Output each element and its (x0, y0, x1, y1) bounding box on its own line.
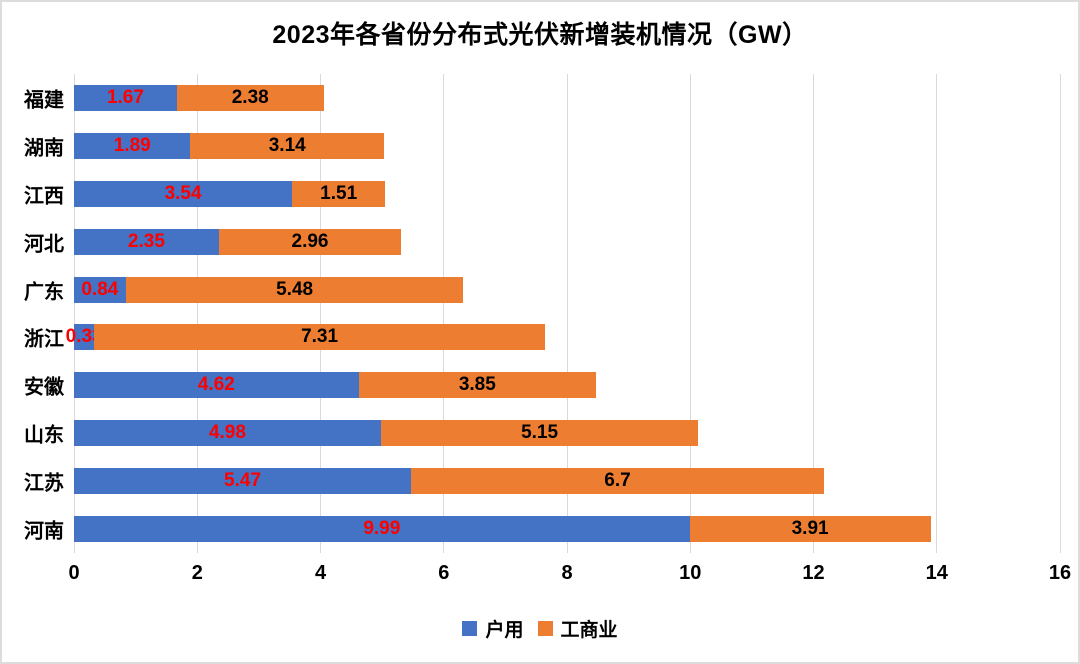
x-tick-label: 14 (925, 562, 948, 584)
bar-value-label: 1.67 (106, 86, 144, 108)
gridline (443, 74, 445, 553)
category-label: 安徽 (24, 376, 64, 399)
bar-row: 9.99 3.91 (74, 516, 931, 543)
bar-segment-commercial: 2.96 (218, 228, 402, 255)
x-tick-label: 2 (191, 562, 203, 584)
gridline (1059, 74, 1061, 553)
bar-segment-commercial: 5.48 (125, 276, 464, 303)
gridline (320, 74, 321, 553)
bar-value-label: 2.96 (291, 230, 329, 252)
legend-item-residential: 户用 (462, 615, 524, 642)
bar-segment-residential: 9.99 (74, 516, 690, 543)
category-label: 河南 (24, 520, 64, 543)
bar-value-label: 6.7 (604, 470, 631, 492)
bar-segment-residential: 4.98 (74, 420, 381, 447)
bar-row: 0.84 5.48 (74, 276, 464, 303)
bar-value-label: 1.51 (320, 182, 358, 204)
bar-value-label: 4.98 (208, 422, 246, 444)
bar-segment-commercial: 6.7 (411, 468, 824, 495)
bar-value-label: 0.33 (65, 326, 103, 348)
category-label: 江西 (24, 185, 64, 208)
x-tick-label: 6 (438, 562, 450, 584)
bar-segment-commercial: 7.31 (94, 324, 545, 351)
bar-row: 1.67 2.38 (74, 84, 324, 111)
category-label: 广东 (24, 281, 64, 304)
legend-item-commercial: 工商业 (537, 615, 618, 642)
bar-value-label: 3.85 (458, 374, 496, 396)
bar-value-label: 3.54 (164, 182, 202, 204)
bar-value-label: 1.89 (113, 134, 151, 156)
bar-segment-commercial: 3.14 (190, 132, 384, 159)
chart-title: 2023年各省份分布式光伏新增装机情况（GW） (272, 21, 808, 49)
category-label: 湖南 (24, 137, 64, 160)
bar-segment-residential: 1.89 (74, 132, 191, 159)
bar-value-label: 4.62 (197, 374, 235, 396)
bar-row: 4.62 3.85 (74, 372, 596, 399)
bar-value-label: 5.47 (224, 470, 262, 492)
residential-swatch-icon (462, 621, 478, 636)
bar-value-label: 2.38 (231, 86, 269, 108)
gridline (566, 74, 568, 553)
bar-segment-commercial: 1.51 (292, 180, 386, 207)
y-axis-labels: 福建湖南江西河北广东浙江安徽山东江苏河南 (2, 74, 64, 553)
gridline (689, 74, 691, 553)
bar-value-label: 5.48 (276, 278, 314, 300)
plot-area: 1.67 2.38 1.89 3.14 3.54 1.51 2.35 2.96 0.84 5.48… (66, 74, 1061, 553)
category-label: 河北 (24, 233, 64, 256)
bar-segment-commercial: 5.15 (380, 420, 699, 447)
bar-segment-residential: 3.54 (74, 180, 293, 207)
bar-value-label: 2.35 (127, 230, 165, 252)
gridline (73, 74, 75, 553)
bar-row: 1.89 3.14 (74, 132, 384, 159)
legend-label-commercial: 工商业 (560, 620, 618, 641)
gridline (936, 74, 938, 553)
category-label: 山东 (24, 424, 64, 447)
bar-segment-commercial: 2.38 (176, 84, 324, 111)
bar-value-label: 3.14 (268, 134, 306, 156)
category-label: 福建 (24, 89, 64, 112)
x-tick-label: 12 (802, 562, 825, 584)
x-tick-label: 8 (561, 562, 573, 584)
x-axis-ticks: 0 2 4 6 8 10 12 14 16 (68, 562, 1071, 588)
legend-label-residential: 户用 (485, 620, 524, 641)
bar-segment-residential: 1.67 (74, 84, 177, 111)
bar-segment-residential: 0.84 (74, 276, 126, 303)
gridline (813, 74, 814, 553)
bar-value-label: 0.84 (81, 278, 119, 300)
bar-value-label: 5.15 (521, 422, 559, 444)
gridline (196, 74, 198, 553)
bar-row: 3.54 1.51 (74, 180, 386, 207)
x-tick-label: 16 (1048, 562, 1072, 584)
x-tick-label: 10 (679, 562, 702, 584)
bar-row: 2.35 2.96 (74, 228, 402, 255)
bar-segment-residential: 5.47 (74, 468, 412, 495)
bar-row: 0.33 7.31 (66, 324, 545, 351)
category-label: 江苏 (24, 472, 64, 495)
bar-row: 4.98 5.15 (74, 420, 699, 447)
commercial-swatch-icon (537, 621, 553, 636)
x-tick-label: 0 (68, 562, 80, 584)
x-tick-label: 4 (314, 562, 327, 584)
bar-segment-residential: 4.62 (74, 372, 359, 399)
bar-value-label: 9.99 (363, 518, 401, 540)
category-label: 浙江 (24, 328, 64, 351)
bar-segment-commercial: 3.91 (689, 516, 931, 543)
bar-value-label: 7.31 (301, 326, 339, 348)
bar-value-label: 3.91 (791, 518, 829, 540)
legend: 户用 工商业 (2, 615, 1078, 642)
bar-segment-residential: 2.35 (74, 228, 219, 255)
bar-row: 5.47 6.7 (74, 468, 824, 495)
bar-segment-residential: 0.33 (66, 324, 103, 351)
bar-segment-commercial: 3.85 (358, 372, 596, 399)
